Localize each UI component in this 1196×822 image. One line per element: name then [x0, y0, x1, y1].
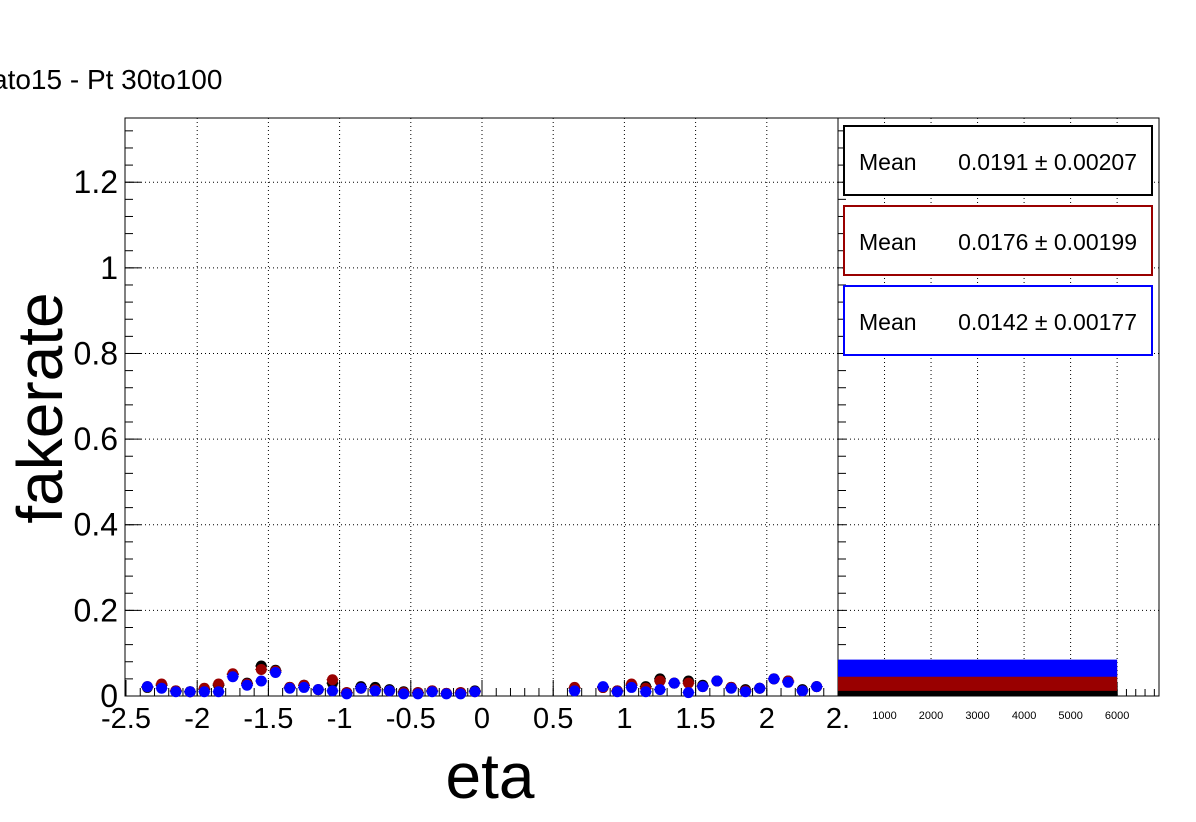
data-point: [796, 685, 808, 697]
side-x-tick-label: 1000: [872, 710, 896, 722]
data-point: [711, 675, 723, 687]
y-tick-label: 1: [100, 250, 118, 286]
data-point: [241, 679, 253, 691]
data-point: [811, 681, 823, 693]
x-tick-label: -2.5: [101, 703, 151, 735]
data-point: [383, 685, 395, 697]
data-point: [697, 681, 709, 693]
data-point: [156, 682, 168, 694]
data-point: [739, 686, 751, 698]
data-point: [754, 682, 766, 694]
data-point: [640, 686, 652, 698]
chart-title: ato15 - Pt 30to100: [0, 64, 223, 95]
side-x-tick-label: 2000: [919, 710, 943, 722]
data-points: [141, 660, 823, 700]
data-point: [668, 677, 680, 689]
y-tick-label: 0.8: [74, 335, 118, 371]
data-point: [455, 688, 467, 700]
x-tick-label: -2: [184, 703, 210, 735]
data-point: [369, 685, 381, 697]
stat-box-red: Mean 0.0176 ± 0.00199: [843, 205, 1153, 276]
stat-box-black: Mean 0.0191 ± 0.00207: [843, 125, 1153, 196]
data-point: [312, 684, 324, 696]
data-point: [469, 686, 481, 698]
data-point: [654, 675, 666, 687]
data-point: [326, 674, 338, 686]
stat-label: Mean: [859, 229, 917, 255]
data-point: [184, 686, 196, 698]
data-point: [426, 686, 438, 698]
data-point: [213, 686, 225, 698]
x-axis-label: eta: [445, 740, 535, 812]
x-tick-label: -0.5: [386, 703, 436, 735]
stat-value: 0.0142 ± 0.00177: [958, 309, 1137, 335]
data-point: [725, 682, 737, 694]
projection-bar: [838, 659, 1118, 677]
data-point: [654, 684, 666, 696]
y-tick-label: 1.2: [74, 164, 118, 200]
x-tick-label: 1: [616, 703, 632, 735]
stat-value: 0.0176 ± 0.00199: [958, 229, 1137, 255]
stat-value: 0.0191 ± 0.00207: [958, 149, 1137, 175]
data-point: [611, 686, 623, 698]
data-point: [440, 688, 452, 700]
data-point: [284, 682, 296, 694]
data-point: [398, 688, 410, 700]
data-point: [782, 676, 794, 688]
data-point: [341, 688, 353, 700]
x-tick-label: -1.5: [243, 703, 293, 735]
data-point: [270, 666, 282, 678]
main-plot-grid: [125, 118, 839, 696]
y-tick-label: 0.2: [74, 592, 118, 628]
data-point: [141, 681, 153, 693]
data-point: [170, 686, 182, 698]
y-tick-label: 0.4: [74, 507, 118, 543]
data-point: [298, 681, 310, 693]
data-point: [255, 675, 267, 687]
data-point: [682, 687, 694, 699]
side-x-tick-label: 5000: [1058, 710, 1082, 722]
side-x-tick-label: 4000: [1012, 710, 1036, 722]
y-axis-label: fakerate: [4, 292, 76, 524]
side-x-tick-label: 3000: [965, 710, 989, 722]
data-point: [213, 678, 225, 690]
data-point: [682, 677, 694, 689]
x-tick-label: 2.: [826, 703, 850, 735]
x-tick-label: 0.5: [533, 703, 573, 735]
stat-label: Mean: [859, 309, 917, 335]
data-point: [255, 663, 267, 675]
side-x-tick-label: 6000: [1105, 710, 1129, 722]
data-point: [626, 681, 638, 693]
x-tick-label: 1.5: [675, 703, 715, 735]
y-tick-label: 0: [100, 678, 118, 714]
x-tick-label: 0: [474, 703, 490, 735]
data-point: [412, 688, 424, 700]
data-point: [227, 671, 239, 683]
data-point: [597, 681, 609, 693]
data-point: [326, 685, 338, 697]
data-point: [198, 686, 210, 698]
y-tick-label: 0.6: [74, 421, 118, 457]
data-point: [768, 673, 780, 685]
main-plot-axes: -2.5 -2 -1.5 -1 -0.5 0 0.5 1 1.5 2 2. 0 0.2 0.4 0.6 0.8…: [74, 130, 850, 735]
stat-label: Mean: [859, 149, 917, 175]
data-point: [569, 685, 581, 697]
projection-bars: [838, 659, 1118, 696]
x-tick-label: -1: [327, 703, 353, 735]
x-tick-label: 2: [759, 703, 775, 735]
data-point: [355, 682, 367, 694]
stat-box-blue: Mean 0.0142 ± 0.00177: [843, 285, 1153, 356]
